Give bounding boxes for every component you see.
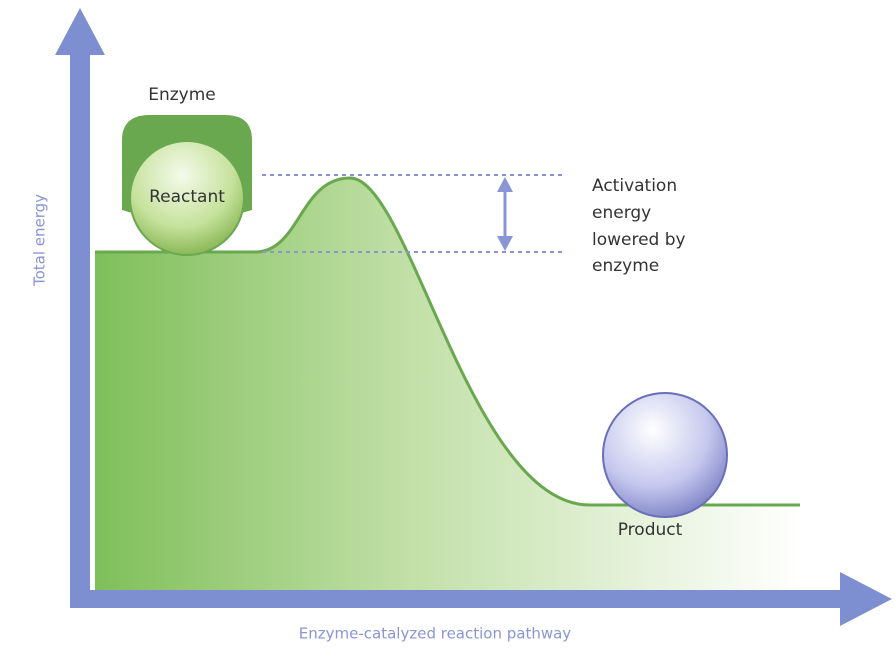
annotation-line: enzyme	[592, 256, 659, 276]
product-ball	[602, 392, 728, 518]
annotation-line: energy	[592, 203, 651, 223]
axes	[55, 8, 892, 626]
energy-curve	[95, 176, 800, 507]
activation-arrow	[497, 177, 513, 251]
y-axis-label: Total energy	[31, 194, 49, 287]
reactant-label: Reactant	[149, 187, 225, 207]
reactant-ball	[130, 141, 244, 255]
x-axis-label: Enzyme-catalyzed reaction pathway	[299, 625, 572, 643]
energy-area	[95, 178, 800, 590]
product-label: Product	[618, 520, 683, 540]
enzyme-label: Enzyme	[148, 85, 216, 105]
activation-guides	[262, 174, 565, 253]
annotation-line: Activation	[592, 176, 677, 196]
annotation-line: lowered by	[592, 230, 686, 250]
